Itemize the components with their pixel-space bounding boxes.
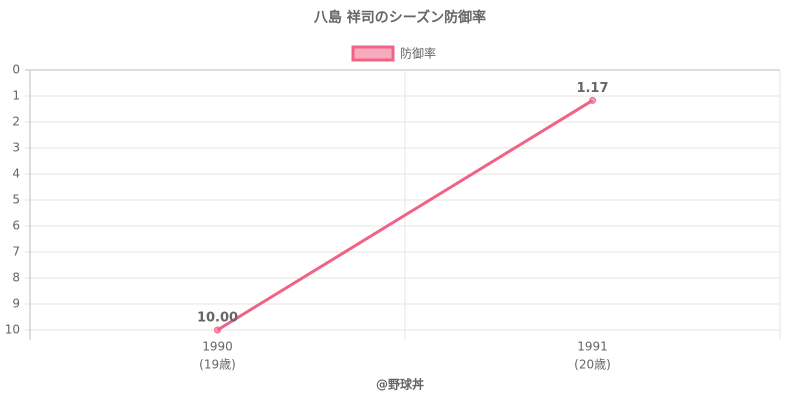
y-tick-label: 7 bbox=[12, 245, 20, 259]
line bbox=[216, 99, 594, 332]
y-tick-label: 3 bbox=[12, 141, 20, 155]
footer: @野球丼 bbox=[376, 377, 424, 392]
y-tick-label: 8 bbox=[12, 271, 20, 285]
data-label: 1.17 bbox=[576, 81, 608, 96]
x-tick-label: 1990 bbox=[202, 340, 233, 354]
y-tick-label: 9 bbox=[12, 297, 20, 311]
y-tick-label: 5 bbox=[12, 193, 20, 207]
point bbox=[589, 96, 596, 104]
y-tick-label: 6 bbox=[12, 219, 20, 233]
x-tick-label: 1991 bbox=[577, 340, 608, 354]
chart-title: 八島 祥司のシーズン防御率 bbox=[313, 9, 486, 26]
y-tick-label: 1 bbox=[12, 89, 20, 103]
legend-label: 防御率 bbox=[400, 46, 436, 61]
x-tick-label: (19歳) bbox=[199, 358, 236, 372]
point bbox=[214, 326, 221, 334]
x-tick-label: (20歳) bbox=[574, 358, 611, 372]
y-tick-label: 10 bbox=[5, 323, 20, 337]
y-tick-label: 2 bbox=[12, 115, 20, 129]
y-tick-label: 0 bbox=[12, 63, 20, 77]
data-label: 10.00 bbox=[197, 311, 238, 326]
legend-swatch bbox=[351, 45, 395, 62]
y-tick-label: 4 bbox=[12, 167, 20, 181]
